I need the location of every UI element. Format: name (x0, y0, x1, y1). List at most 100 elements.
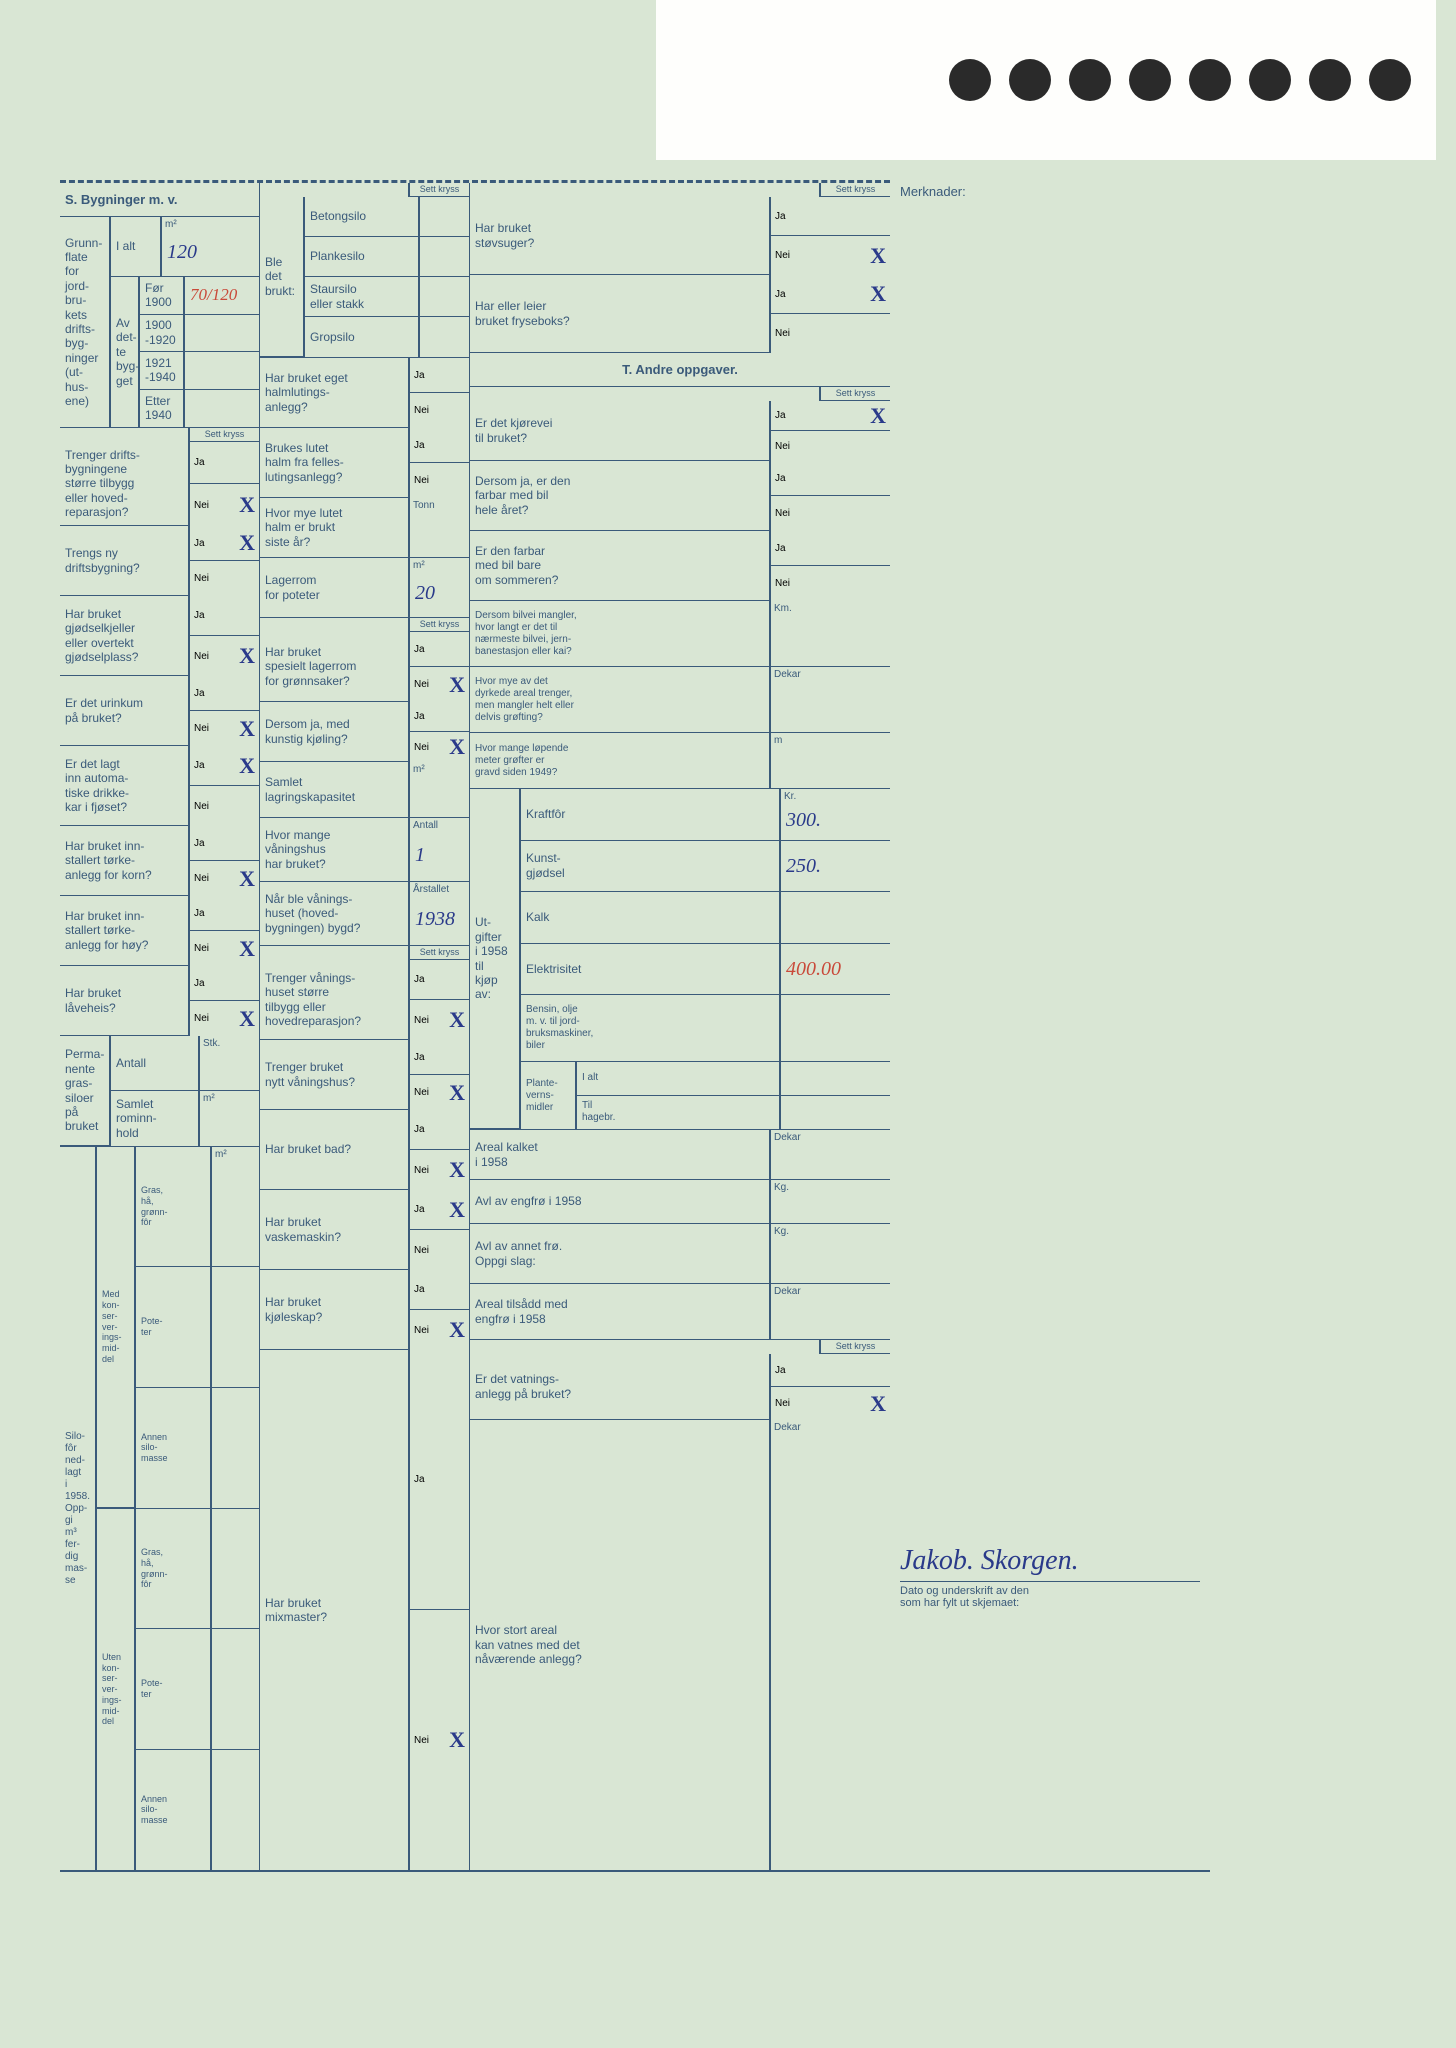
ans-urinkum-nei: X (239, 716, 255, 742)
q-laveheis: Har bruket låveheis? (60, 966, 189, 1036)
q-bilvei-mangler: Dersom bilvei mangler, hvor langt er det… (470, 601, 770, 667)
avl-engfro: Avl av engfrø i 1958 (470, 1180, 770, 1224)
m2-unit: m² (165, 219, 177, 231)
ans-vatnings-nei: X (870, 1391, 886, 1417)
binder-hole (1249, 59, 1291, 101)
ans-torke-hoy-nei: X (239, 936, 255, 962)
q-farbar-aret: Dersom ja, er den farbar med bil hele år… (470, 461, 770, 531)
signature-block: Jakob. Skorgen. Dato og underskrift av d… (900, 1545, 1200, 1609)
nar-ble-bygd: Når ble vånings- huset (hoved- bygningen… (260, 882, 409, 946)
q-dyrkede: Hvor mye av det dyrkede areal trenger, m… (470, 667, 770, 733)
ans-bad-nei: X (449, 1157, 465, 1183)
1900-1920-label: 1900 -1920 (140, 315, 184, 353)
avdette-label: Av det- te byg- get (111, 277, 139, 427)
q-spesielt-lager: Har bruket spesielt lagerrom for grønnsa… (260, 632, 409, 702)
q-urinkum: Er det urinkum på bruket? (60, 676, 189, 746)
ans-trenger-van-nei: X (449, 1007, 465, 1033)
ans-drikkekar-ja: X (239, 753, 255, 779)
q-kunstig-kjol: Dersom ja, med kunstig kjøling? (260, 702, 409, 762)
ans-stovsuger-nei: X (870, 243, 886, 269)
q-kjorevei: Er det kjørevei til bruket? (470, 401, 770, 461)
q-trenger-van: Trenger vånings- huset større tilbygg el… (260, 960, 409, 1040)
med-kons-label: Med kon- ser- ver- ings- mid- del (97, 1147, 135, 1508)
q-trenger: Trenger drifts- bygningene større tilbyg… (60, 442, 189, 526)
ans-kjorevei-ja: X (870, 403, 886, 429)
binder-hole (1309, 59, 1351, 101)
lagerrom-poteter: Lagerrom for poteter (260, 558, 409, 618)
ialt-value: 120 (167, 240, 197, 264)
ans-kjoleskap-nei: X (449, 1317, 465, 1343)
ans-mixmaster-nei: X (449, 1727, 465, 1753)
avl-annet: Avl av annet frø. Oppgi slag: (470, 1224, 770, 1284)
q-gjodsel: Har bruket gjødselkjeller eller overtekt… (60, 596, 189, 676)
silofor-label: Silo- fôr ned- lagt i 1958. Opp- gi m³ f… (60, 1147, 96, 1870)
ans-vaskemaskin-ja: X (449, 1197, 465, 1223)
ans-kunstig-nei: X (449, 734, 465, 760)
elektr-val: 400.00 (786, 957, 841, 981)
form-grid: S. Bygninger m. v. Grunn- flate for jord… (60, 180, 890, 1870)
ialt-label: I alt (111, 217, 161, 277)
column-2: Sett kryss Ble det brukt: Betongsilo Pla… (260, 183, 470, 1870)
perma-label: Perma- nente gras- siloer på bruket (60, 1036, 110, 1146)
etter1940-label: Etter 1940 (140, 390, 184, 428)
for1900-label: Før 1900 (140, 277, 184, 315)
ans-fryseboks-ja: X (870, 281, 886, 307)
binder-hole (1129, 59, 1171, 101)
areal-tilsadd: Areal tilsådd med engfrø i 1958 (470, 1284, 770, 1340)
nei-label: Nei (194, 500, 209, 511)
merknader-label: Merknader: (900, 184, 966, 199)
column-1: S. Bygninger m. v. Grunn- flate for jord… (60, 183, 260, 1870)
binder-strip (656, 0, 1436, 160)
grunnflate-label: Grunn- flate for jord- bru- kets drifts-… (60, 217, 110, 427)
areal-kalket: Areal kalket i 1958 (470, 1130, 770, 1180)
kraftfor-val: 300. (786, 808, 821, 832)
column-3-4: Sett kryss Har bruket støvsuger? JaNeiX … (470, 183, 890, 1870)
q-lopende: Hvor mange løpende meter grøfter er grav… (470, 733, 770, 789)
q-halmlutings: Har bruket eget halmlutings- anlegg? (260, 358, 409, 428)
q-stovsuger: Har bruket støvsuger? (470, 197, 770, 275)
ans-laveheis-nei: X (239, 1006, 255, 1032)
samlet-lagr: Samlet lagringskapasitet (260, 762, 409, 818)
utgifter-label: Ut- gifter i 1958 til kjøp av: (470, 789, 520, 1129)
q-har-bad: Har bruket bad? (260, 1110, 409, 1190)
ans-torke-korn-nei: X (239, 866, 255, 892)
sett-kryss-label: Sett kryss (189, 428, 259, 442)
ans-trenger-nytt-nei: X (449, 1080, 465, 1106)
uten-kons-label: Uten kon- ser- ver- ings- mid- del (97, 1509, 135, 1870)
antall-vaningshus-val: 1 (415, 843, 425, 867)
q-farbar-sommer: Er den farbar med bil bare om sommeren? (470, 531, 770, 601)
binder-hole (1369, 59, 1411, 101)
ble-brukt-label: Ble det brukt: (260, 197, 304, 357)
q-torke-korn: Har bruket inn- stallert tørke- anlegg f… (60, 826, 189, 896)
q-vatnings: Er det vatnings- anlegg på bruket? (470, 1354, 770, 1420)
section-t-header: T. Andre oppgaver. (470, 353, 890, 387)
ans-spesielt-nei: X (449, 672, 465, 698)
q-fryseboks: Har eller leier bruket fryseboks? (470, 275, 770, 353)
q-mixmaster: Har bruket mixmaster? (260, 1350, 409, 1870)
signature-label: Dato og underskrift av den som har fylt … (900, 1585, 1200, 1609)
q-vaskemaskin: Har bruket vaskemaskin? (260, 1190, 409, 1270)
binder-hole (1069, 59, 1111, 101)
section-s-header: S. Bygninger m. v. (60, 183, 259, 217)
q-drikkekar: Er det lagt inn automa- tiske drikke- ka… (60, 746, 189, 826)
rominnhold-label: Samlet rominn- hold (111, 1091, 199, 1146)
q-brukes-lutet: Brukes lutet halm fra felles- lutingsanl… (260, 428, 409, 498)
q-hvor-stort: Hvor stort areal kan vatnes med det nåvæ… (470, 1420, 770, 1870)
for1900-value: 70/120 (190, 285, 237, 305)
ans-gjodsel-nei: X (239, 643, 255, 669)
kunst-val: 250. (786, 854, 821, 878)
binder-hole (1009, 59, 1051, 101)
lagerrom-pot-val: 20 (415, 581, 435, 605)
page: Merknader: S. Bygninger m. v. Grunn- fla… (0, 0, 1456, 2048)
q-hvor-mye-lutet: Hvor mye lutet halm er brukt siste år? (260, 498, 409, 558)
q-kjoleskap: Har bruket kjøleskap? (260, 1270, 409, 1350)
binder-hole (1189, 59, 1231, 101)
hvor-mange-van: Hvor mange våningshus har bruket? (260, 818, 409, 882)
q-trengs-ny: Trengs ny driftsbygning? (60, 526, 189, 596)
q-torke-hoy: Har bruket inn- stallert tørke- anlegg f… (60, 896, 189, 966)
ans-trenger-nei: X (239, 492, 255, 518)
signature-name: Jakob. Skorgen. (900, 1545, 1200, 1582)
1921-1940-label: 1921 -1940 (140, 352, 184, 390)
ja-label: Ja (194, 457, 205, 468)
antall-label: Antall (111, 1036, 199, 1091)
